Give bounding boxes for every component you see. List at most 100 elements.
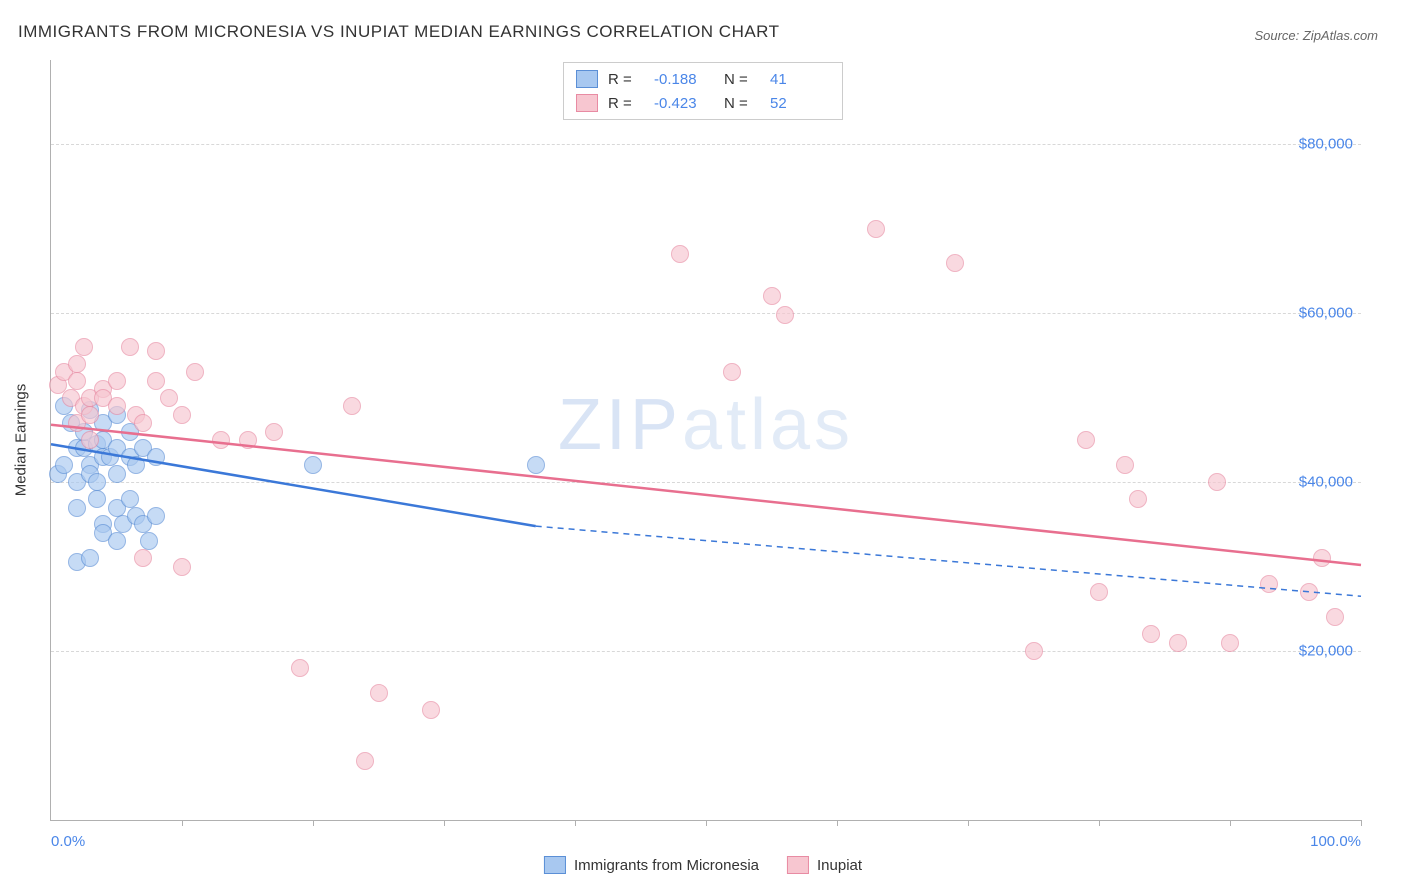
- data-point: [291, 659, 309, 677]
- data-point: [671, 245, 689, 263]
- data-point: [147, 448, 165, 466]
- correlation-legend: R = -0.188 N = 41R = -0.423 N = 52: [563, 62, 843, 120]
- y-tick-label: $40,000: [1299, 474, 1353, 491]
- x-tick: [1099, 820, 1100, 826]
- data-point: [68, 499, 86, 517]
- r-value: -0.423: [654, 95, 714, 112]
- legend-swatch: [576, 70, 598, 88]
- data-point: [212, 431, 230, 449]
- watermark-text: ZIPatlas: [558, 384, 854, 466]
- data-point: [81, 431, 99, 449]
- legend-swatch: [576, 94, 598, 112]
- y-tick-label: $20,000: [1299, 643, 1353, 660]
- legend-label: Immigrants from Micronesia: [574, 857, 759, 874]
- legend-row: R = -0.188 N = 41: [576, 67, 830, 91]
- data-point: [108, 372, 126, 390]
- data-point: [1077, 431, 1095, 449]
- data-point: [186, 363, 204, 381]
- data-point: [147, 372, 165, 390]
- data-point: [81, 549, 99, 567]
- data-point: [140, 532, 158, 550]
- data-point: [265, 423, 283, 441]
- data-point: [1300, 583, 1318, 601]
- data-point: [763, 287, 781, 305]
- data-point: [1208, 473, 1226, 491]
- x-tick: [182, 820, 183, 826]
- data-point: [173, 558, 191, 576]
- legend-item: Inupiat: [787, 856, 862, 874]
- data-point: [108, 532, 126, 550]
- x-tick: [1230, 820, 1231, 826]
- data-point: [55, 456, 73, 474]
- n-label: N =: [724, 71, 760, 88]
- data-point: [1142, 625, 1160, 643]
- x-tick: [313, 820, 314, 826]
- y-tick-label: $80,000: [1299, 136, 1353, 153]
- data-point: [134, 414, 152, 432]
- data-point: [1025, 642, 1043, 660]
- source-attribution: Source: ZipAtlas.com: [1254, 28, 1378, 43]
- data-point: [370, 684, 388, 702]
- legend-swatch: [787, 856, 809, 874]
- x-tick: [444, 820, 445, 826]
- r-label: R =: [608, 71, 644, 88]
- data-point: [147, 507, 165, 525]
- data-point: [88, 473, 106, 491]
- data-point: [1221, 634, 1239, 652]
- legend-label: Inupiat: [817, 857, 862, 874]
- n-value: 52: [770, 95, 830, 112]
- data-point: [147, 342, 165, 360]
- data-point: [121, 338, 139, 356]
- data-point: [81, 406, 99, 424]
- gridline: [51, 651, 1361, 652]
- data-point: [239, 431, 257, 449]
- legend-row: R =-0.423N =52: [576, 91, 830, 115]
- data-point: [867, 220, 885, 238]
- plot-area: Median Earnings ZIPatlas 0.0% 100.0% $20…: [50, 60, 1361, 821]
- data-point: [1169, 634, 1187, 652]
- data-point: [527, 456, 545, 474]
- data-point: [1090, 583, 1108, 601]
- x-axis-min-label: 0.0%: [51, 833, 85, 850]
- x-axis-max-label: 100.0%: [1310, 833, 1361, 850]
- legend-item: Immigrants from Micronesia: [544, 856, 759, 874]
- data-point: [160, 389, 178, 407]
- data-point: [946, 254, 964, 272]
- n-value: 41: [770, 71, 830, 88]
- data-point: [88, 490, 106, 508]
- data-point: [776, 306, 794, 324]
- data-point: [1260, 575, 1278, 593]
- data-point: [108, 397, 126, 415]
- legend-swatch: [544, 856, 566, 874]
- gridline: [51, 144, 1361, 145]
- x-tick: [837, 820, 838, 826]
- chart-title: IMMIGRANTS FROM MICRONESIA VS INUPIAT ME…: [18, 22, 780, 42]
- data-point: [304, 456, 322, 474]
- data-point: [723, 363, 741, 381]
- data-point: [68, 372, 86, 390]
- gridline: [51, 482, 1361, 483]
- gridline: [51, 313, 1361, 314]
- data-point: [356, 752, 374, 770]
- x-tick: [968, 820, 969, 826]
- data-point: [127, 456, 145, 474]
- x-tick: [575, 820, 576, 826]
- n-label: N =: [724, 95, 760, 112]
- data-point: [1313, 549, 1331, 567]
- y-axis-label: Median Earnings: [13, 384, 30, 497]
- x-tick: [1361, 820, 1362, 826]
- data-point: [173, 406, 191, 424]
- data-point: [343, 397, 361, 415]
- data-point: [422, 701, 440, 719]
- data-point: [75, 338, 93, 356]
- data-point: [1129, 490, 1147, 508]
- data-point: [134, 549, 152, 567]
- y-tick-label: $60,000: [1299, 305, 1353, 322]
- data-point: [1326, 608, 1344, 626]
- x-tick: [706, 820, 707, 826]
- data-point: [1116, 456, 1134, 474]
- data-point: [68, 355, 86, 373]
- r-value: -0.188: [654, 71, 714, 88]
- series-legend: Immigrants from Micronesia Inupiat: [544, 856, 862, 874]
- data-point: [121, 490, 139, 508]
